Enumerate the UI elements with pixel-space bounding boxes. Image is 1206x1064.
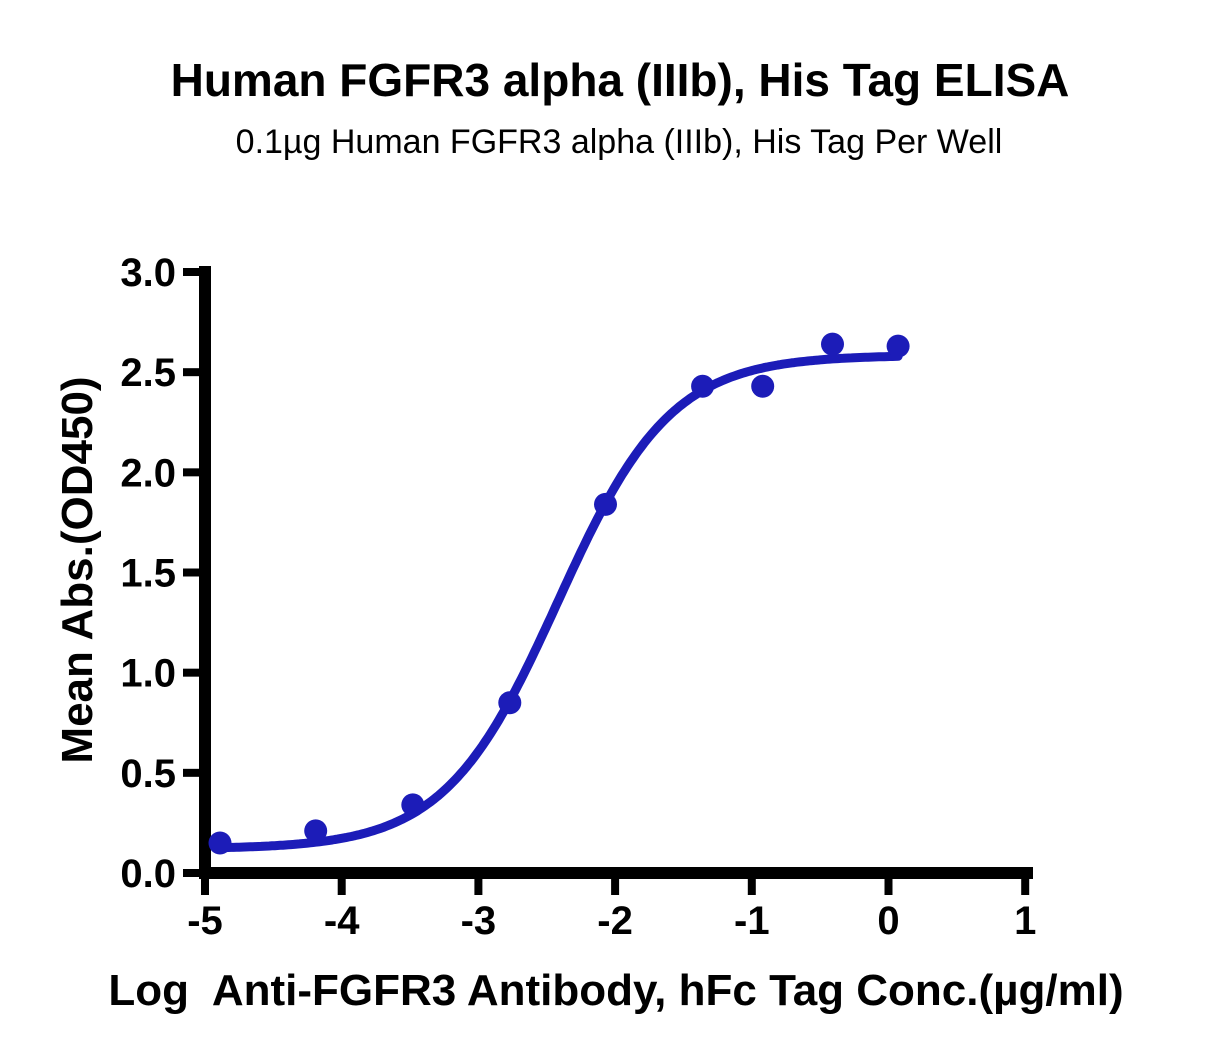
axes: -5 -4 -3 -2 -1 0 1 0.0 0.5 1.0 1.5 2.0 2.5 3.0 bbox=[120, 251, 1036, 943]
y-tick-label: 3.0 bbox=[120, 251, 176, 295]
y-tick-label: 1.0 bbox=[120, 652, 176, 696]
x-tick-label: 0 bbox=[877, 899, 899, 943]
data-point bbox=[821, 332, 844, 356]
data-point bbox=[401, 793, 425, 817]
chart-title: Human FGFR3 alpha (IIIb), His Tag ELISA bbox=[171, 54, 1070, 106]
data-point bbox=[886, 334, 910, 358]
data-point bbox=[691, 374, 715, 398]
y-tick-label: 0.0 bbox=[120, 852, 176, 896]
data-point bbox=[751, 374, 775, 398]
fit-curve bbox=[215, 351, 903, 853]
x-axis-title: Log Anti-FGFR3 Antibody, hFc Tag Conc.(µ… bbox=[108, 966, 1123, 1015]
x-tick-label: -1 bbox=[734, 899, 770, 943]
y-tick-label: 1.5 bbox=[120, 552, 176, 596]
x-tick-label: -5 bbox=[187, 899, 223, 943]
x-tick-label: -4 bbox=[324, 899, 360, 943]
dose-response-series bbox=[208, 332, 910, 855]
x-tick-label: -2 bbox=[597, 899, 633, 943]
data-point bbox=[304, 819, 328, 843]
data-point bbox=[208, 831, 232, 855]
y-tick-label: 2.5 bbox=[120, 351, 176, 395]
y-tick-label: 2.0 bbox=[120, 451, 176, 495]
chart-subtitle: 0.1µg Human FGFR3 alpha (IIIb), His Tag … bbox=[236, 123, 1003, 161]
x-tick-label: -3 bbox=[461, 899, 497, 943]
y-axis-title: Mean Abs.(OD450) bbox=[53, 376, 102, 763]
x-tick-label: 1 bbox=[1014, 899, 1036, 943]
data-point bbox=[594, 492, 617, 516]
y-tick-label: 0.5 bbox=[120, 752, 176, 796]
data-point bbox=[498, 691, 522, 715]
